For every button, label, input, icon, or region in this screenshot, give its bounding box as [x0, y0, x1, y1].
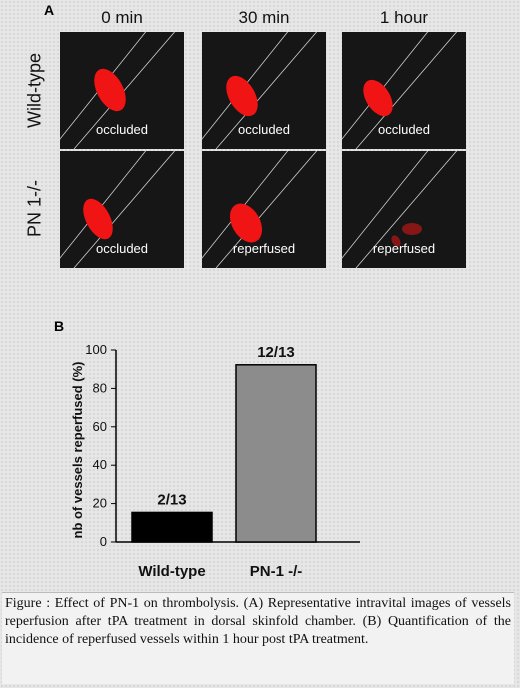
row-header-pn1-ko: PN 1-/- [24, 180, 45, 238]
thrombus-fluorescence [391, 235, 401, 247]
y-tick-label: 40 [93, 457, 107, 472]
vessel-wall-line [355, 32, 458, 149]
tile-status-label: occluded [95, 241, 149, 256]
y-tick-label: 60 [93, 419, 107, 434]
x-category-label: Wild-type [138, 563, 205, 580]
vessel-wall-line [215, 151, 318, 268]
thrombus-fluorescence [94, 68, 126, 112]
bar-data-label: 12/13 [257, 344, 295, 361]
thrombus-fluorescence [226, 75, 258, 117]
vessel-wall-line [355, 151, 458, 268]
column-header-0min: 0 min [101, 8, 143, 27]
vessel-image [202, 151, 318, 268]
y-tick-label: 100 [85, 342, 107, 357]
micrograph-tile: occluded [202, 32, 326, 149]
x-category-label: PN-1 -/- [250, 563, 303, 580]
bar-data-label: 2/13 [157, 491, 186, 508]
column-header-30min: 30 min [238, 8, 290, 27]
vessel-image [342, 32, 458, 149]
tile-status-label: occluded [237, 122, 291, 137]
micrograph-tile: reperfused [202, 151, 326, 268]
column-header-1hour: 1 hour [379, 8, 429, 27]
vessel-wall-line [73, 32, 176, 149]
tile-status-label: occluded [95, 122, 149, 137]
y-axis-label: nb of vessels reperfused (%) [70, 362, 85, 539]
y-ticks: 0 20 40 60 80 100 [85, 342, 116, 549]
y-tick-label: 80 [93, 380, 107, 395]
tile-status-label: reperfused [372, 241, 436, 256]
micrograph-tile: occluded [60, 151, 184, 268]
thrombus-fluorescence [83, 198, 113, 240]
bars: 2/13 Wild-type 12/13 PN-1 -/- [131, 344, 317, 580]
vessel-wall-line [342, 151, 429, 259]
bar [131, 511, 213, 543]
micrograph-tile: reperfused [342, 151, 466, 268]
y-tick-label: 20 [93, 496, 107, 511]
panel-b-label: B [54, 318, 65, 334]
bar [235, 364, 317, 543]
thrombus-fluorescence [402, 223, 422, 235]
panel-a-label: A [44, 2, 55, 18]
micrograph-tile: occluded [60, 32, 184, 149]
tile-status-label: occluded [377, 122, 431, 137]
vessel-image [60, 32, 176, 149]
vessel-image [202, 32, 318, 149]
vessel-wall-line [73, 151, 176, 268]
y-tick-label: 0 [100, 534, 107, 549]
thrombus-fluorescence [229, 203, 263, 243]
vessel-image [342, 151, 458, 268]
bar-chart: nb of vessels reperfused (%) 0 20 40 60 80 10… [70, 342, 360, 580]
tile-status-label: reperfused [232, 241, 296, 256]
figure-caption: Figure : Effect of PN-1 on thrombolysis.… [2, 592, 514, 684]
vessel-image [60, 151, 176, 268]
micrograph-tile: occluded [342, 32, 466, 149]
row-header-wild-type: Wild-type [24, 53, 45, 129]
vessel-wall-line [215, 32, 318, 149]
thrombus-fluorescence [363, 79, 393, 117]
